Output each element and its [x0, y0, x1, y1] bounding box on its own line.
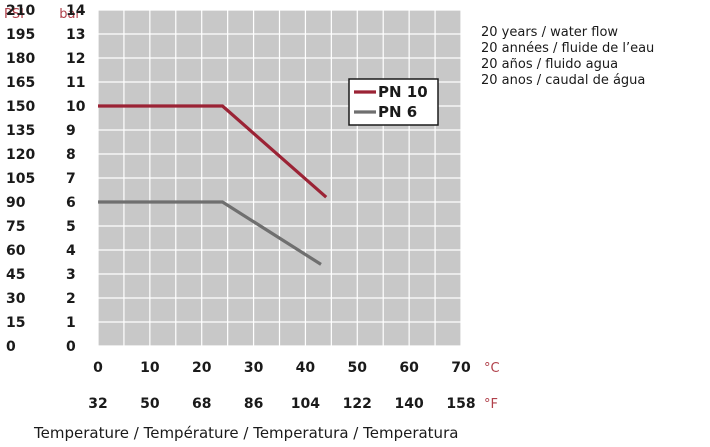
- fahrenheit-tick-label: 140: [395, 396, 424, 412]
- psi-tick-label: 45: [6, 267, 25, 283]
- celsius-tick-labels: 0 10 20 30 40 50 60 70: [93, 360, 471, 376]
- conditions-note-line: 20 années / fluide de l’eau: [481, 41, 654, 56]
- fahrenheit-tick-label: 50: [140, 396, 160, 412]
- celsius-tick-label: 50: [348, 360, 368, 376]
- bar-tick-label: 4: [66, 243, 76, 259]
- celsius-tick-label: 60: [399, 360, 419, 376]
- psi-tick-label: 150: [6, 99, 35, 115]
- celsius-axis-unit: °C: [484, 361, 500, 376]
- celsius-tick-label: 0: [93, 360, 103, 376]
- psi-tick-label: 90: [6, 195, 26, 211]
- series-line-pn-6: [98, 200, 322, 266]
- psi-tick-label: 120: [6, 147, 35, 163]
- bar-tick-label: 3: [66, 267, 76, 283]
- bar-tick-label: 6: [66, 195, 76, 211]
- legend-box: [348, 78, 439, 126]
- bar-tick-label: 9: [66, 123, 76, 139]
- psi-tick-label: 165: [6, 75, 35, 91]
- fahrenheit-axis-unit: °F: [484, 397, 498, 412]
- psi-tick-label: 75: [6, 219, 25, 235]
- bar-tick-label: 1: [66, 315, 76, 331]
- fahrenheit-tick-label: 104: [291, 396, 320, 412]
- legend: PN 10 PN 6: [348, 78, 439, 126]
- fahrenheit-tick-label: 68: [192, 396, 211, 412]
- bar-tick-label: 12: [66, 51, 85, 67]
- fahrenheit-tick-label: 122: [343, 396, 372, 412]
- fahrenheit-tick-labels: 32 50 68 86 104 122 140 158: [88, 396, 475, 412]
- bar-tick-label: 14: [66, 3, 86, 19]
- bar-tick-label: 11: [66, 75, 85, 91]
- conditions-note-line: 20 years / water flow: [481, 25, 618, 40]
- fahrenheit-tick-label: 86: [244, 396, 263, 412]
- celsius-tick-label: 20: [192, 360, 212, 376]
- bar-tick-label: 13: [66, 27, 85, 43]
- psi-tick-label: 105: [6, 171, 35, 187]
- celsius-tick-label: 10: [140, 360, 160, 376]
- psi-tick-label: 0: [6, 339, 16, 355]
- legend-label-pn-10: PN 10: [378, 83, 428, 101]
- bar-tick-label: 10: [66, 99, 86, 115]
- psi-axis-unit: PSI: [4, 7, 24, 22]
- series-line-pn-10: [98, 104, 328, 199]
- psi-tick-labels: 0 15 30 45 60 75 90 105 120 135 150 165 180 195 210: [6, 3, 35, 355]
- temperature-axis-caption: Temperature / Température / Temperatura …: [33, 424, 458, 442]
- psi-tick-label: 135: [6, 123, 35, 139]
- bar-tick-label: 8: [66, 147, 76, 163]
- conditions-note-line: 20 años / fluido agua: [481, 57, 618, 72]
- bar-tick-label: 5: [66, 219, 76, 235]
- psi-tick-label: 210: [6, 3, 35, 19]
- fahrenheit-tick-label: 158: [446, 396, 475, 412]
- bar-tick-label: 0: [66, 339, 76, 355]
- conditions-note-line: 20 anos / caudal de água: [481, 73, 645, 88]
- legend-label-pn-6: PN 6: [378, 103, 417, 121]
- fahrenheit-tick-label: 32: [88, 396, 107, 412]
- psi-tick-label: 60: [6, 243, 26, 259]
- psi-tick-label: 30: [6, 291, 26, 307]
- bar-tick-label: 2: [66, 291, 76, 307]
- psi-tick-label: 15: [6, 315, 25, 331]
- celsius-tick-label: 30: [244, 360, 264, 376]
- psi-tick-label: 180: [6, 51, 35, 67]
- celsius-tick-label: 70: [451, 360, 471, 376]
- celsius-tick-label: 40: [296, 360, 316, 376]
- bar-tick-label: 7: [66, 171, 76, 187]
- bar-axis-unit: bar: [59, 7, 81, 22]
- series-lines: [98, 104, 328, 266]
- psi-tick-label: 195: [6, 27, 35, 43]
